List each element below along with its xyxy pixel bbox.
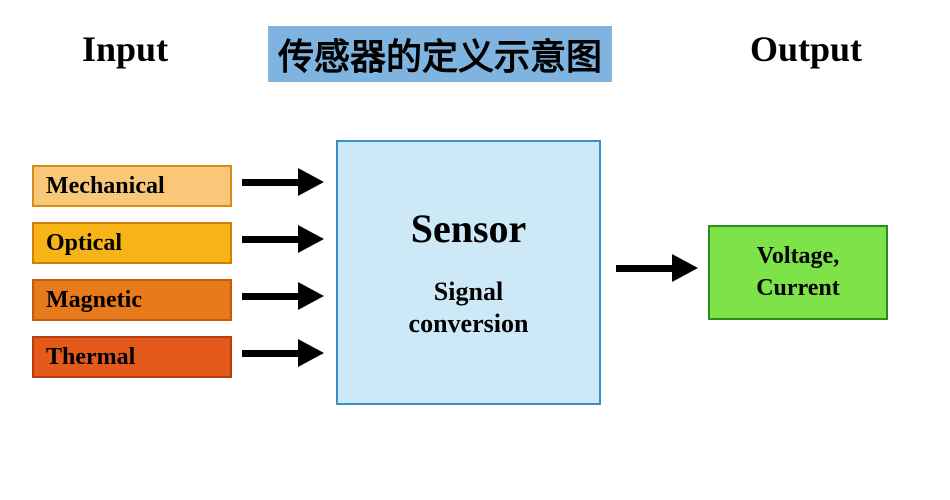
output-line1: Voltage, — [757, 243, 839, 269]
output-heading: Output — [750, 28, 862, 70]
input-boxes-column: Mechanical Optical Magnetic Thermal — [32, 165, 232, 378]
input-box-thermal: Thermal — [32, 336, 232, 378]
input-box-mechanical: Mechanical — [32, 165, 232, 207]
diagram-title: 传感器的定义示意图 — [268, 26, 612, 82]
sensor-subtitle-line2: conversion — [409, 309, 529, 338]
output-line2: Current — [756, 275, 840, 301]
input-heading: Input — [82, 28, 168, 70]
input-box-optical: Optical — [32, 222, 232, 264]
output-box: Voltage, Current — [708, 225, 888, 320]
sensor-subtitle: Signal conversion — [409, 276, 529, 341]
sensor-box: Sensor Signal conversion — [336, 140, 601, 405]
output-text: Voltage, Current — [756, 241, 840, 303]
sensor-subtitle-line1: Signal — [434, 277, 503, 306]
input-box-magnetic: Magnetic — [32, 279, 232, 321]
sensor-title: Sensor — [411, 205, 527, 252]
